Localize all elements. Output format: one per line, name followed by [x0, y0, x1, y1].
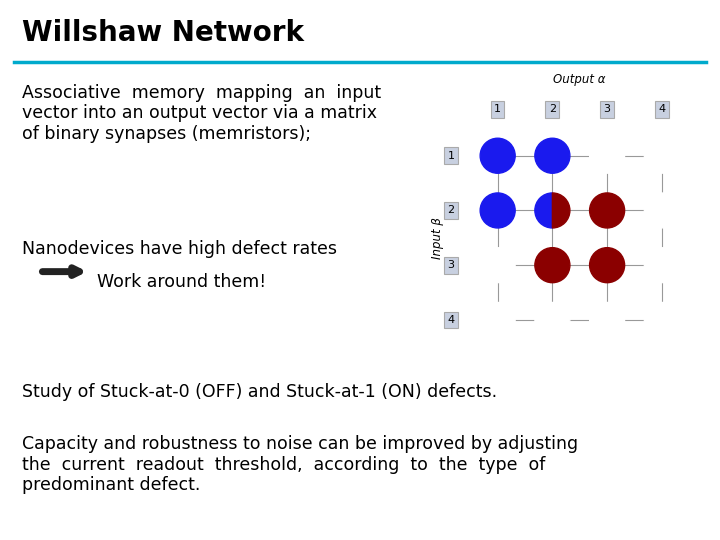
Text: Study of Stuck-at-0 (OFF) and Stuck-at-1 (ON) defects.: Study of Stuck-at-0 (OFF) and Stuck-at-1… [22, 383, 497, 401]
Circle shape [590, 248, 625, 282]
Circle shape [480, 193, 516, 228]
Wedge shape [535, 193, 552, 228]
Text: 3: 3 [603, 104, 611, 114]
Text: Nanodevices have high defect rates: Nanodevices have high defect rates [22, 240, 337, 258]
Circle shape [480, 138, 516, 173]
Circle shape [480, 248, 516, 282]
Circle shape [535, 138, 570, 173]
Circle shape [535, 302, 570, 338]
Circle shape [590, 302, 625, 338]
Text: 3: 3 [448, 260, 454, 270]
Text: 1: 1 [494, 104, 501, 114]
Text: 2: 2 [448, 205, 455, 215]
Text: 4: 4 [448, 315, 455, 325]
Text: 4: 4 [658, 104, 665, 114]
Text: Associative  memory  mapping  an  input
vector into an output vector via a matri: Associative memory mapping an input vect… [22, 84, 381, 143]
Text: Output α: Output α [554, 72, 606, 86]
Circle shape [644, 302, 680, 338]
Circle shape [644, 193, 680, 228]
Text: 1: 1 [448, 151, 454, 161]
Text: Work around them!: Work around them! [97, 273, 266, 291]
Circle shape [590, 138, 625, 173]
Circle shape [535, 248, 570, 282]
Wedge shape [552, 193, 570, 228]
Text: Capacity and robustness to noise can be improved by adjusting
the  current  read: Capacity and robustness to noise can be … [22, 435, 577, 494]
Text: Input β: Input β [431, 217, 444, 259]
Text: Willshaw Network: Willshaw Network [22, 19, 304, 47]
Text: 2: 2 [549, 104, 556, 114]
Circle shape [644, 248, 680, 282]
Circle shape [480, 302, 516, 338]
Circle shape [590, 193, 625, 228]
Circle shape [644, 138, 680, 173]
